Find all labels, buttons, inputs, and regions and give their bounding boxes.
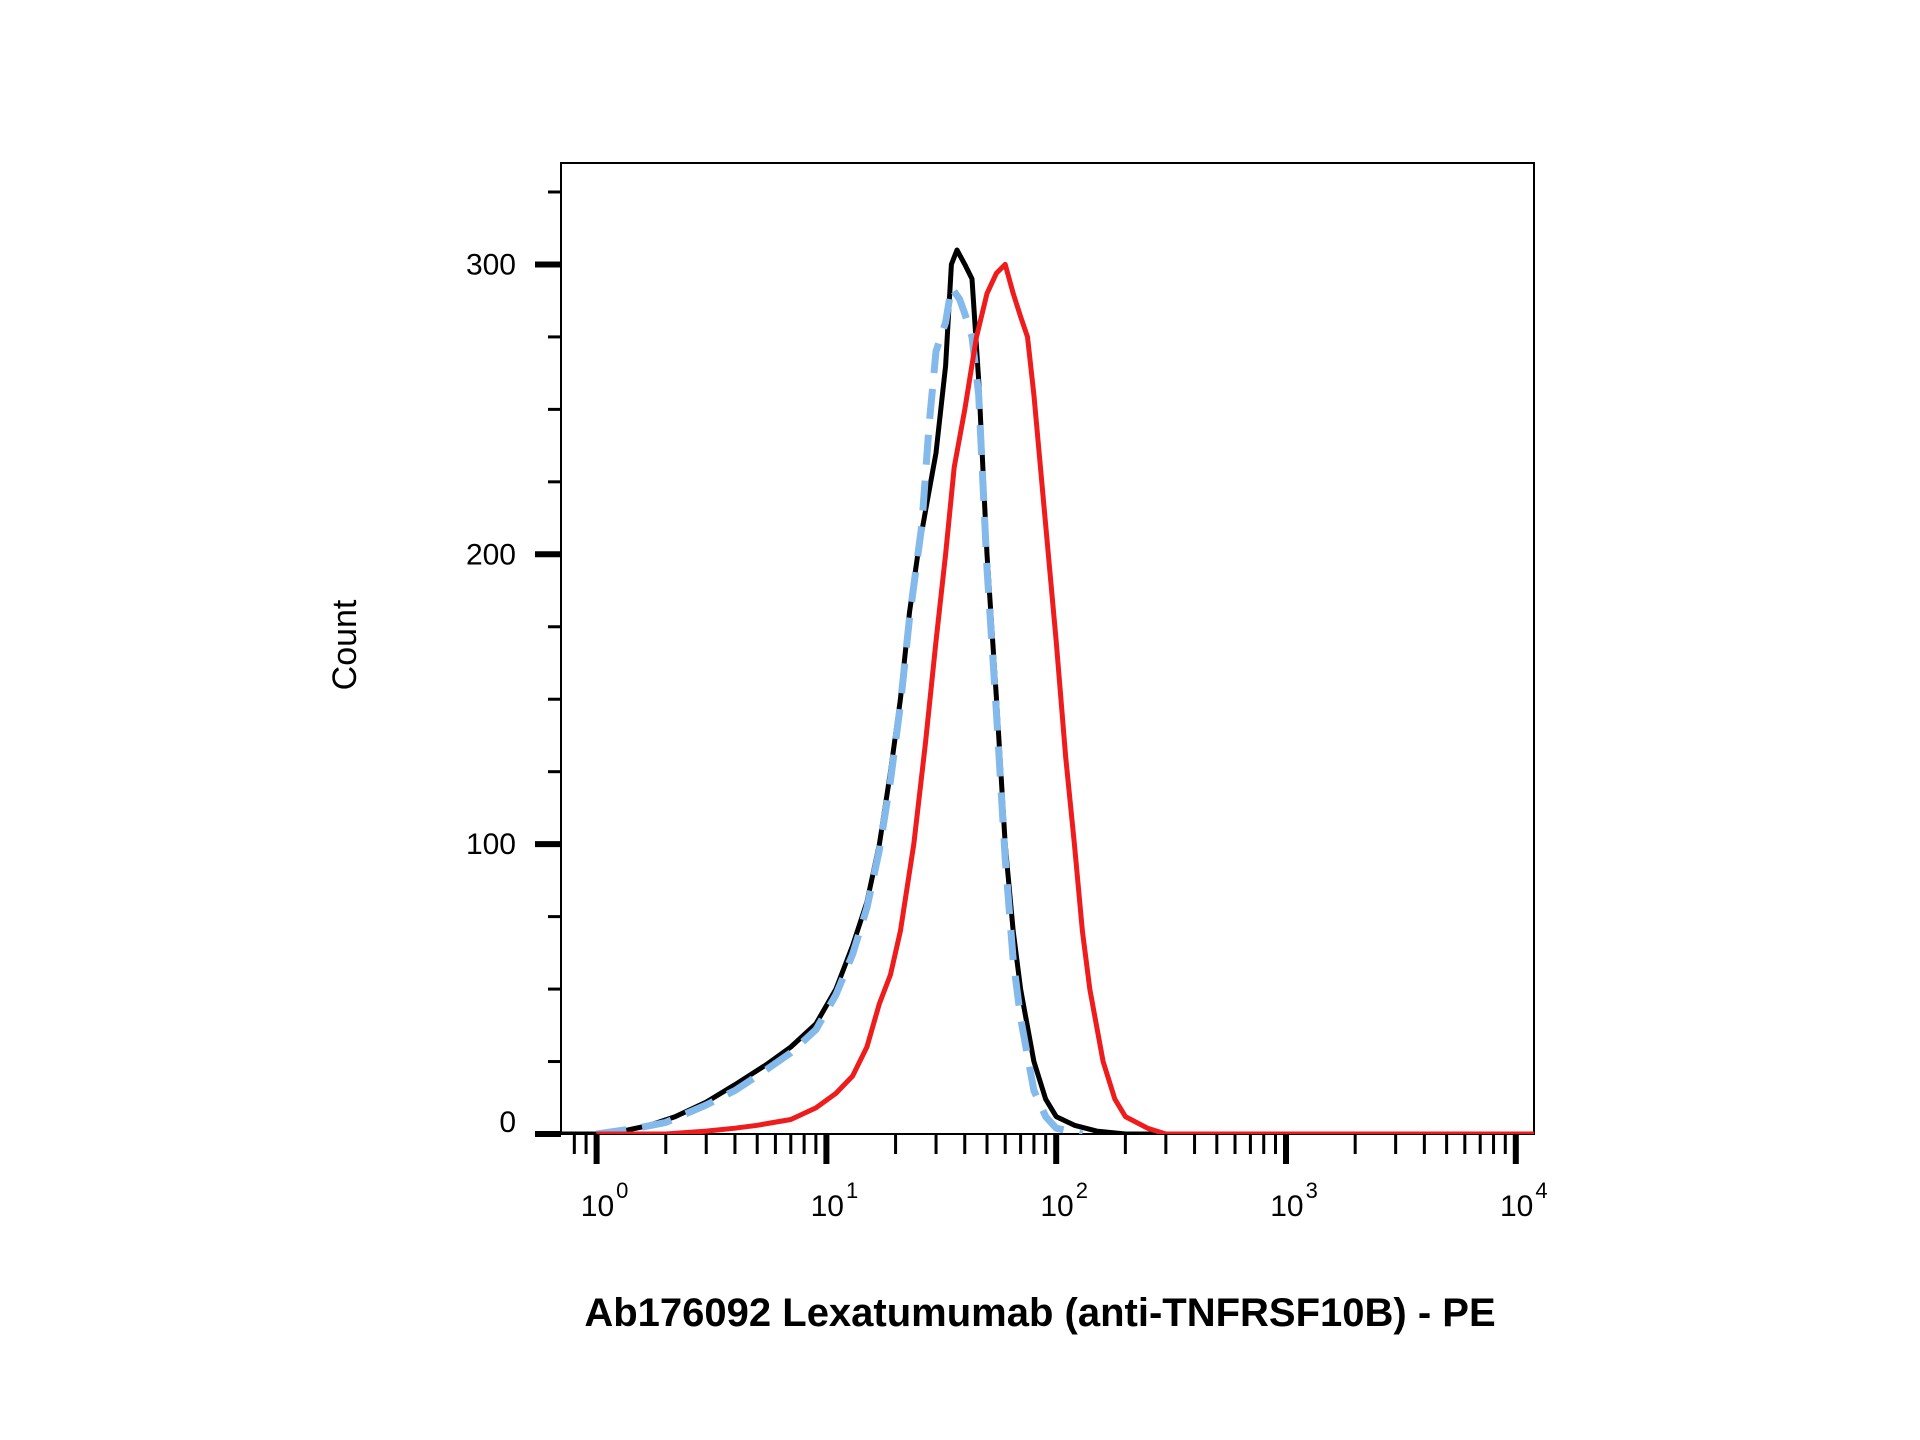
y-tick-label: 300 [466, 248, 516, 281]
series-line-1 [561, 247, 1534, 1134]
series-line-3 [596, 261, 1534, 1134]
y-tick-label: 0 [499, 1106, 516, 1139]
series-line-2 [596, 284, 1084, 1134]
y-tick-label: 100 [466, 828, 516, 861]
y-axis-title: Count [326, 599, 364, 690]
y-tick-label: 200 [466, 538, 516, 571]
series-layer [561, 247, 1534, 1134]
x-axis-title: Ab176092 Lexatumumab (anti-TNFRSF10B) - … [584, 1291, 1495, 1335]
y-axis: 0 100 200 300 [466, 190, 561, 1139]
plot-frame [560, 162, 1535, 1135]
